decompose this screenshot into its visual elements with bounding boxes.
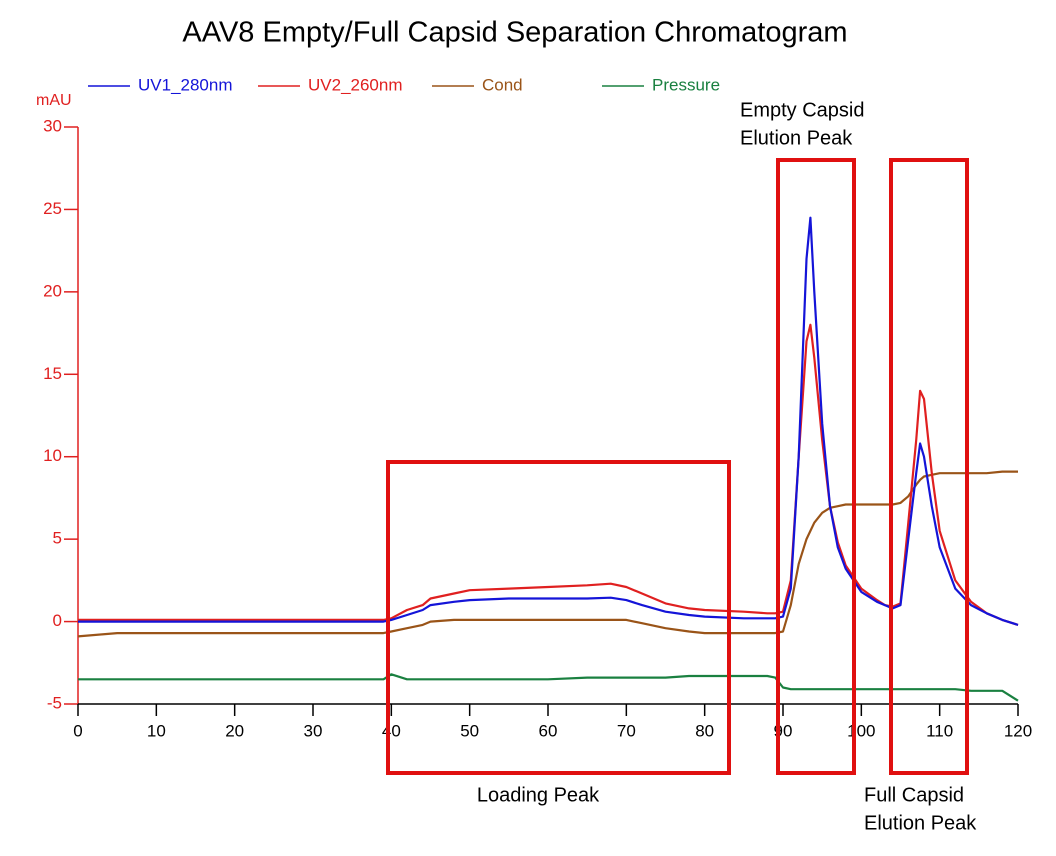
legend-label: Cond: [482, 75, 523, 94]
y-tick-label: 30: [43, 116, 62, 135]
y-tick-label: 20: [43, 281, 62, 300]
annotation: Elution Peak: [864, 812, 977, 834]
x-tick-label: 30: [304, 721, 323, 740]
x-tick-label: 20: [225, 721, 244, 740]
annotation: Full Capsid: [864, 784, 964, 806]
y-axis-label: mAU: [36, 92, 72, 109]
chart-title: AAV8 Empty/Full Capsid Separation Chroma…: [182, 17, 847, 49]
legend-label: UV1_280nm: [138, 75, 233, 94]
loading-box: [386, 460, 731, 775]
x-tick-label: 40: [382, 721, 401, 740]
series-line: [77, 470, 1018, 638]
legend-label: Pressure: [652, 75, 720, 94]
full-box: [889, 158, 969, 775]
empty-box: [776, 158, 856, 775]
x-tick-label: 80: [695, 721, 714, 740]
series-line: [78, 216, 1019, 626]
x-tick-label: 100: [847, 721, 875, 740]
annotation: Elution Peak: [740, 127, 853, 149]
x-tick-label: 110: [926, 721, 953, 740]
legend-label: UV2_260nm: [308, 75, 403, 94]
x-tick-label: 50: [460, 721, 479, 740]
annotations: Empty Capsid Elution Peak Loading Peak F…: [386, 99, 977, 834]
y-tick-label: -5: [47, 693, 62, 712]
y-tick-label: 25: [43, 199, 62, 218]
x-tick-label: 60: [539, 721, 558, 740]
x-tick-label: 70: [617, 721, 636, 740]
x-tick-label: 0: [73, 721, 82, 740]
series-line: [78, 673, 1019, 702]
annotation: Empty Capsid: [740, 99, 865, 121]
y-tick-label: 5: [53, 529, 62, 548]
y-tick-label: 15: [43, 364, 62, 383]
series-line: [78, 323, 1019, 626]
annotation: Loading Peak: [477, 784, 600, 806]
x-tick-label: 10: [147, 721, 166, 740]
x-tick-label: 120: [1004, 721, 1032, 740]
y-tick-label: 10: [43, 446, 62, 465]
y-tick-label: 0: [53, 611, 62, 630]
